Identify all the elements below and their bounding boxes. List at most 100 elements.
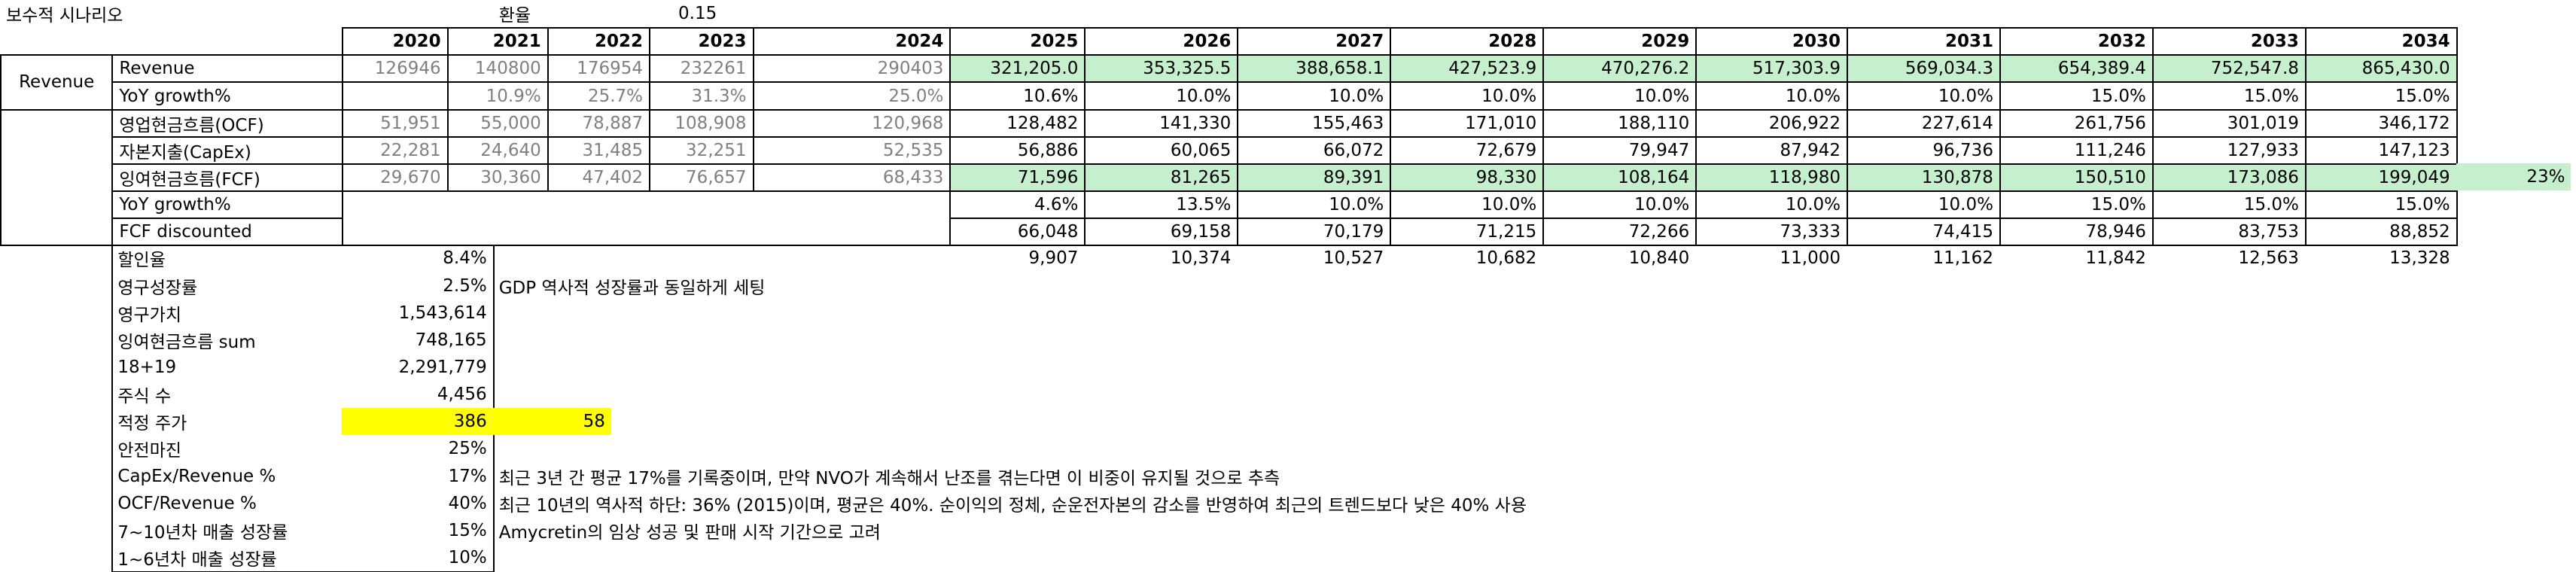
row-label: YoY growth% [111, 190, 343, 220]
value-cell: 31.3% [649, 81, 754, 111]
value-cell: 24,640 [446, 135, 549, 165]
extra-value: 10,374 [1170, 248, 1232, 269]
assumption-value: 25% [448, 439, 487, 459]
cagr-cell: 23% [2456, 163, 2571, 191]
value-cell: 73,333 [1695, 218, 1848, 247]
extra-value: 11,162 [1932, 248, 1993, 269]
value-cell: 227,614 [1847, 108, 2001, 138]
value-cell: 47,402 [547, 163, 651, 193]
year-header: 2033 [2151, 27, 2307, 56]
assumption-value: 4,456 [437, 385, 487, 405]
value-cell: 188,110 [1542, 108, 1698, 138]
value-cell: 865,430.0 [2304, 54, 2458, 84]
value-cell: 55,000 [446, 108, 549, 138]
value-cell: 66,048 [949, 218, 1086, 247]
value-cell: 52,535 [752, 135, 952, 165]
assumption-label: 안전마진 [117, 441, 182, 461]
assumption-value: 386 [341, 408, 493, 436]
assumption-label: 영구성장률 [117, 278, 198, 298]
row-label: FCF discounted [111, 218, 343, 247]
extra-value: 10,840 [1628, 248, 1690, 269]
value-cell: 70,179 [1237, 218, 1392, 247]
value-cell: 10.6% [949, 81, 1086, 111]
row-label: 자본지출(CapEx) [111, 135, 343, 165]
value-cell: 126946 [341, 54, 449, 84]
value-cell: 29,670 [341, 163, 449, 193]
value-cell: 147,123 [2304, 135, 2458, 165]
value-cell: 10.0% [1695, 190, 1848, 220]
assumption-value: 8.4% [443, 248, 487, 269]
value-cell: 10.0% [1084, 81, 1239, 111]
assumption-label: 주식 수 [117, 387, 172, 407]
value-cell: 13.5% [1084, 190, 1239, 220]
value-cell: 10.9% [446, 81, 549, 111]
sheet-title: 보수적 시나리오 [6, 6, 123, 26]
year-header: 2020 [341, 27, 449, 56]
value-cell: 108,908 [649, 108, 754, 138]
value-cell: 353,325.5 [1084, 54, 1239, 84]
converted-value: 58 [492, 408, 611, 436]
fx-label: 환율 [498, 6, 531, 26]
extra-value: 13,328 [2389, 248, 2450, 269]
value-cell: 51,951 [341, 108, 449, 138]
value-cell: 140800 [446, 54, 549, 84]
value-cell: 301,019 [2151, 108, 2307, 138]
value-cell: 427,523.9 [1390, 54, 1545, 84]
value-cell: 15.0% [1999, 190, 2154, 220]
extra-value: 10,682 [1475, 248, 1537, 269]
value-cell: 83,753 [2151, 218, 2307, 247]
value-cell: 79,947 [1542, 135, 1698, 165]
row-label: 잉여현금흐름(FCF) [111, 163, 343, 193]
value-cell: 654,389.4 [1999, 54, 2154, 84]
year-header: 2024 [752, 27, 952, 56]
assumption-value: 40% [448, 493, 487, 513]
assumption-value: 2.5% [443, 275, 487, 296]
value-cell: 25.7% [547, 81, 651, 111]
value-cell: 10.0% [1390, 190, 1545, 220]
value-cell: 81,265 [1084, 163, 1239, 193]
extra-value: 11,000 [1780, 248, 1841, 269]
row-label: Revenue [111, 54, 343, 84]
year-header: 2031 [1847, 27, 2001, 56]
year-header: 2030 [1695, 27, 1848, 56]
year-header: 2029 [1542, 27, 1698, 56]
value-cell: 10.0% [1542, 190, 1698, 220]
assumption-value: 748,165 [415, 330, 487, 350]
value-cell: 150,510 [1999, 163, 2154, 193]
value-cell: 71,596 [949, 163, 1086, 193]
value-cell: 111,246 [1999, 135, 2154, 165]
value-cell: 96,736 [1847, 135, 2001, 165]
extra-value: 10,527 [1323, 248, 1384, 269]
value-cell: 10.0% [1237, 81, 1392, 111]
value-cell: 155,463 [1237, 108, 1392, 138]
value-cell: 232261 [649, 54, 754, 84]
assumption-note: 최근 3년 간 평균 17%를 기록중이며, 만약 NVO가 계속해서 난조를 … [498, 468, 1280, 488]
extra-value: 11,842 [2085, 248, 2146, 269]
assumption-label: 1~6년차 매출 성장률 [117, 550, 277, 570]
value-cell: 346,172 [2304, 108, 2458, 138]
value-cell: 98,330 [1390, 163, 1545, 193]
value-cell: 130,878 [1847, 163, 2001, 193]
assumption-value: 10% [448, 548, 487, 568]
assumption-value: 1,543,614 [398, 303, 487, 323]
value-cell: 10.0% [1847, 190, 2001, 220]
value-cell: 32,251 [649, 135, 754, 165]
assumption-label: OCF/Revenue % [117, 493, 257, 513]
value-cell: 128,482 [949, 108, 1086, 138]
value-cell: 15.0% [2304, 81, 2458, 111]
value-cell: 10.0% [1695, 81, 1848, 111]
value-cell: 78,946 [1999, 218, 2154, 247]
value-cell: 199,049 [2304, 163, 2458, 193]
year-header: 2032 [1999, 27, 2154, 56]
value-cell: 74,415 [1847, 218, 2001, 247]
assumption-label: 18+19 [117, 358, 177, 377]
value-cell: 15.0% [1999, 81, 2154, 111]
value-cell: 261,756 [1999, 108, 2154, 138]
value-cell: 30,360 [446, 163, 549, 193]
year-header: 2025 [949, 27, 1086, 56]
assumption-value: 15% [448, 520, 487, 540]
fx-value: 0.15 [678, 4, 717, 24]
assumption-label: 7~10년차 매출 성장률 [117, 522, 288, 543]
value-cell: 15.0% [2151, 81, 2307, 111]
